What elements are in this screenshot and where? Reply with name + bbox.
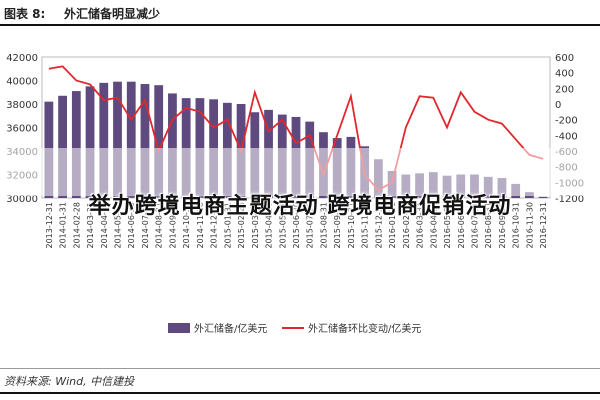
x-tick-label: 2015-08-31 [319,202,328,249]
x-tick-label: 2016-08-31 [484,202,493,249]
x-tick-label: 2014-06-30 [127,202,136,249]
line-series [48,65,544,192]
x-tick-label: 2014-03-31 [86,202,95,249]
left-tick-label: 42000 [6,53,38,64]
left-tick-label: 38000 [6,100,38,111]
x-tick-label: 2014-11-30 [196,202,205,249]
left-tick-label: 40000 [6,77,38,88]
x-tick-label: 2016-11-30 [525,202,534,249]
x-tick-label: 2015-09-30 [333,202,342,249]
right-tick-label: -600 [555,147,578,158]
bar [538,196,548,198]
x-tick-label: 2016-02-29 [402,202,411,249]
bar [85,86,95,198]
x-tick-label: 2014-09-30 [168,202,177,249]
x-tick-label: 2014-08-31 [155,202,164,249]
bar [291,116,301,198]
bar [58,95,67,198]
x-tick-label: 2016-05-31 [443,202,452,249]
x-tick-label: 2015-12-31 [374,202,383,249]
right-tick-label: -200 [555,116,578,127]
left-tick-label: 36000 [6,124,38,135]
x-tick-label: 2014-02-28 [72,202,81,249]
bar [305,121,315,198]
legend-bar-label: 外汇储备/亿美元 [194,322,267,335]
left-tick-label: 32000 [6,171,38,182]
x-tick-label: 2014-05-31 [114,202,123,249]
x-tick-label: 2014-07-31 [141,202,150,249]
x-tick-label: 2016-12-31 [539,202,548,249]
bar [126,81,136,198]
right-tick-label: 200 [555,84,574,95]
right-tick-label: 0 [555,100,561,111]
bar [99,82,109,198]
header-rule [0,24,600,26]
bar [140,84,150,198]
x-tick-label: 2014-12-31 [210,202,219,249]
bar [209,99,219,198]
x-tick-label: 2016-04-30 [429,202,438,249]
bar [71,91,81,198]
bar [168,93,177,198]
figure-header: 图表 8: 外汇储备明显减少 [0,0,600,28]
x-tick-label: 2016-07-31 [470,202,479,249]
banner-text: 举办跨境电商主题活动 跨境电商促销活动 [88,194,512,219]
bottom-rule [0,392,600,394]
figure-label: 图表 8: [4,7,46,21]
left-tick-label: 30000 [6,194,38,205]
x-tick-label: 2016-03-31 [416,202,425,249]
right-tick-label: -400 [555,131,578,142]
bar [277,114,287,198]
bar [181,98,191,198]
x-tick-label: 2016-10-31 [512,202,521,249]
source-note: 资料来源: Wind, 中信建投 [4,375,135,388]
x-tick-label: 2015-06-30 [292,202,301,249]
source-rule [0,368,600,369]
x-tick-label: 2015-07-31 [306,202,315,249]
x-tick-label: 2014-04-30 [100,202,109,249]
x-tick-label: 2014-10-31 [182,202,191,249]
right-tick-label: 600 [555,53,574,64]
x-tick-label: 2015-10-31 [347,202,356,249]
figure-title: 外汇储备明显减少 [64,7,161,21]
x-tick-label: 2015-04-30 [265,202,274,249]
right-tick-label: 400 [555,69,574,80]
bar [154,85,164,198]
x-tick-label: 2015-11-30 [361,202,370,249]
right-tick-label: -1200 [555,194,584,205]
x-tick-label: 2015-05-31 [278,202,287,249]
x-tick-label: 2016-01-31 [388,202,397,249]
x-tick-label: 2015-02-28 [237,202,246,249]
x-tick-label: 2016-06-30 [457,202,466,249]
legend-line-label: 外汇储备环比变动/亿美元 [308,322,421,335]
bar [113,81,122,198]
bar [44,101,54,198]
x-tick-label: 2014-01-31 [59,202,68,249]
x-tick-label: 2015-03-31 [251,202,260,249]
left-tick-label: 34000 [6,147,38,158]
right-tick-label: -800 [555,163,578,174]
bar [222,102,232,198]
bar [250,112,260,198]
x-tick-label: 2016-09-30 [498,202,507,249]
x-tick-label: 2013-12-31 [45,202,54,249]
legend-bar-swatch [168,323,190,333]
x-tick-label: 2015-01-31 [223,202,232,249]
